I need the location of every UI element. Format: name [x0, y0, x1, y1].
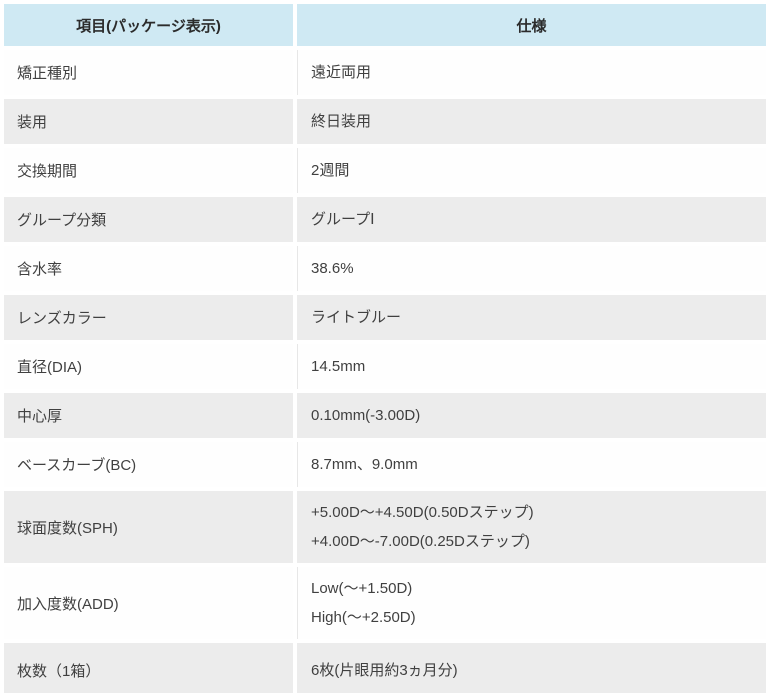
spec-line: 38.6% [311, 260, 354, 277]
item-cell: 矯正種別 [4, 50, 293, 95]
spec-line: グループⅠ [311, 211, 375, 228]
spec-line: ライトブルー [311, 309, 402, 326]
table-row: 含水率 38.6% [4, 246, 766, 291]
spec-line: High(～+2.50D) [311, 609, 416, 626]
table-row: 中心厚 0.10mm(-3.00D) [4, 393, 766, 438]
spec-line: 遠近両用 [311, 64, 372, 81]
spec-cell: 終日装用 [297, 99, 766, 144]
spec-line: Low(～+1.50D) [311, 580, 413, 597]
table-row: レンズカラー ライトブルー [4, 295, 766, 340]
item-cell: 球面度数(SPH) [4, 491, 293, 563]
item-cell: 枚数（1箱） [4, 643, 293, 693]
table-row: 枚数（1箱） 6枚(片眼用約3ヵ月分) [4, 643, 766, 693]
table-header: 項目(パッケージ表示) 仕様 [4, 4, 766, 46]
table-row: 球面度数(SPH) +5.00D～+4.50D(0.50Dステップ) +4.00… [4, 491, 766, 563]
spec-line: 6枚(片眼用約3ヵ月分) [311, 661, 458, 679]
table-row: 装用 終日装用 [4, 99, 766, 144]
item-cell: 含水率 [4, 246, 293, 291]
item-cell: グループ分類 [4, 197, 293, 242]
header-row: 項目(パッケージ表示) 仕様 [4, 4, 766, 46]
table-body: 矯正種別 遠近両用 装用 終日装用 交換期間 2週間 グループ分類 [4, 50, 766, 693]
spec-line: 14.5mm [311, 358, 366, 375]
spec-line: 0.10mm(-3.00D) [311, 407, 421, 424]
spec-cell: 38.6% [297, 246, 766, 291]
item-cell: 装用 [4, 99, 293, 144]
column-header-item: 項目(パッケージ表示) [4, 4, 293, 46]
spec-cell: ライトブルー [297, 295, 766, 340]
item-cell: 交換期間 [4, 148, 293, 193]
table-row: 矯正種別 遠近両用 [4, 50, 766, 95]
item-cell: レンズカラー [4, 295, 293, 340]
spec-cell: グループⅠ [297, 197, 766, 242]
spec-cell: Low(～+1.50D) High(～+2.50D) [297, 567, 766, 639]
spec-line: +4.00D～-7.00D(0.25Dステップ) [311, 533, 530, 550]
spec-cell: 6枚(片眼用約3ヵ月分) [297, 643, 766, 693]
spec-cell: +5.00D～+4.50D(0.50Dステップ) +4.00D～-7.00D(0… [297, 491, 766, 563]
item-cell: 直径(DIA) [4, 344, 293, 389]
spec-cell: 2週間 [297, 148, 766, 193]
spec-line: +5.00D～+4.50D(0.50Dステップ) [311, 504, 534, 521]
column-header-spec: 仕様 [297, 4, 766, 46]
spec-line: 8.7mm、9.0mm [311, 456, 418, 473]
item-cell: 加入度数(ADD) [4, 567, 293, 639]
table-row: 直径(DIA) 14.5mm [4, 344, 766, 389]
spec-line: 2週間 [311, 162, 350, 179]
table-row: 加入度数(ADD) Low(～+1.50D) High(～+2.50D) [4, 567, 766, 639]
table-row: ベースカーブ(BC) 8.7mm、9.0mm [4, 442, 766, 487]
spec-cell: 遠近両用 [297, 50, 766, 95]
item-cell: 中心厚 [4, 393, 293, 438]
table-row: 交換期間 2週間 [4, 148, 766, 193]
spec-line: 終日装用 [311, 113, 372, 130]
table-row: グループ分類 グループⅠ [4, 197, 766, 242]
spec-cell: 14.5mm [297, 344, 766, 389]
spec-cell: 8.7mm、9.0mm [297, 442, 766, 487]
item-cell: ベースカーブ(BC) [4, 442, 293, 487]
spec-cell: 0.10mm(-3.00D) [297, 393, 766, 438]
